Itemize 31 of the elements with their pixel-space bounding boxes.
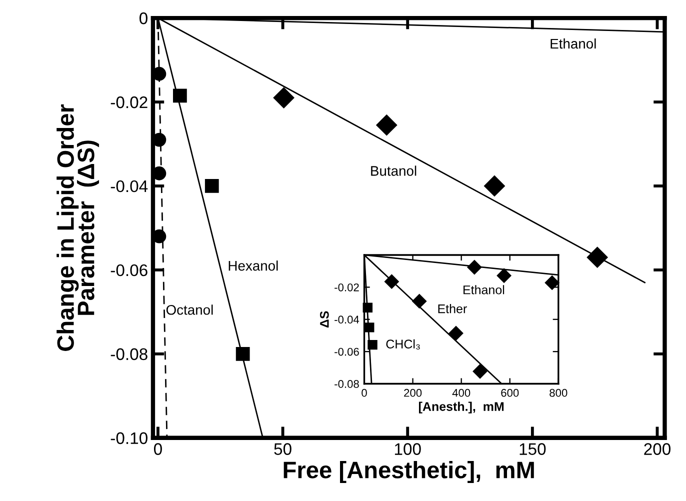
x-tick-label: 200 (644, 443, 670, 455)
x-axis-title: [Anesth.], mM (418, 402, 504, 414)
y-tick-label: 0 (140, 12, 148, 24)
y-axis-title: ΔS (320, 311, 329, 328)
series-label: Octanol (166, 304, 213, 315)
series-label: Ether (438, 304, 467, 314)
x-tick-label: 800 (550, 388, 568, 397)
x-tick-label: 0 (154, 443, 162, 455)
y-tick-label: -0.10 (110, 432, 148, 444)
series-label: CHCl₃ (386, 339, 420, 350)
y-tick-label: -0.04 (110, 180, 148, 192)
y-tick-label: -0.06 (334, 348, 359, 356)
x-tick-label: 200 (404, 388, 422, 397)
x-tick-label: 400 (452, 388, 470, 397)
series-label: Ethanol (550, 38, 596, 49)
series-label: Butanol (371, 166, 416, 176)
x-tick-label: 150 (520, 443, 546, 455)
y-tick-label: -0.08 (110, 348, 148, 360)
series-label: Ethanol (464, 285, 504, 294)
x-tick-label: 50 (274, 443, 292, 455)
y-axis-title: Change in Lipid Order Parameter (ΔS) (56, 104, 100, 351)
x-tick-label: 0 (362, 388, 367, 397)
y-tick-label: -0.02 (110, 96, 148, 108)
y-tick-label: -0.02 (334, 283, 359, 292)
y-tick-label: -0.08 (334, 380, 359, 388)
x-tick-label: 600 (501, 388, 519, 397)
x-axis-title: Free [Anesthetic], mM (284, 461, 534, 484)
y-tick-label: -0.06 (110, 264, 148, 276)
x-tick-label: 100 (394, 443, 421, 455)
y-tick-label: -0.04 (334, 316, 360, 324)
series-label: Hexanol (228, 260, 278, 271)
